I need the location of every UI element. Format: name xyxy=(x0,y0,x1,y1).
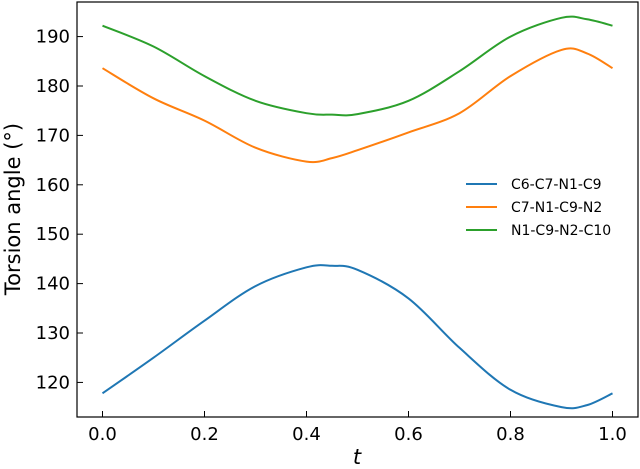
y-tick-label: 140 xyxy=(36,274,70,295)
y-tick-label: 130 xyxy=(36,323,70,344)
y-axis-ticks: 120 130 140 150 160 170 180 190 xyxy=(36,27,83,393)
x-tick-label: 0.4 xyxy=(292,424,321,445)
y-tick-label: 170 xyxy=(36,125,70,146)
series-line-2 xyxy=(101,47,614,164)
legend-label-2: C7-N1-C9-N2 xyxy=(511,200,602,216)
y-tick-label: 150 xyxy=(36,224,70,245)
x-tick-label: 0.0 xyxy=(88,424,117,445)
series-line-3 xyxy=(102,15,613,117)
y-tick-label: 120 xyxy=(36,372,70,393)
legend-label-3: N1-C9-N2-C10 xyxy=(511,223,611,239)
series-line-1 xyxy=(101,264,613,410)
y-tick-label: 180 xyxy=(36,76,70,97)
series-layer xyxy=(101,15,614,410)
y-axis-label: Torsion angle (°) xyxy=(1,123,25,296)
x-tick-label: 0.2 xyxy=(190,424,219,445)
y-tick-label: 190 xyxy=(36,27,70,48)
x-tick-label: 1.0 xyxy=(598,424,627,445)
plot-frame xyxy=(76,1,639,418)
x-axis-ticks: 0.0 0.2 0.4 0.6 0.8 1.0 xyxy=(88,411,627,445)
y-tick-label: 160 xyxy=(36,175,70,196)
legend-label-1: C6-C7-N1-C9 xyxy=(511,177,602,193)
legend: C6-C7-N1-C9 C7-N1-C9-N2 N1-C9-N2-C10 xyxy=(466,177,611,239)
x-tick-label: 0.6 xyxy=(394,424,423,445)
x-axis-label: t xyxy=(353,445,362,469)
x-tick-label: 0.8 xyxy=(496,424,525,445)
